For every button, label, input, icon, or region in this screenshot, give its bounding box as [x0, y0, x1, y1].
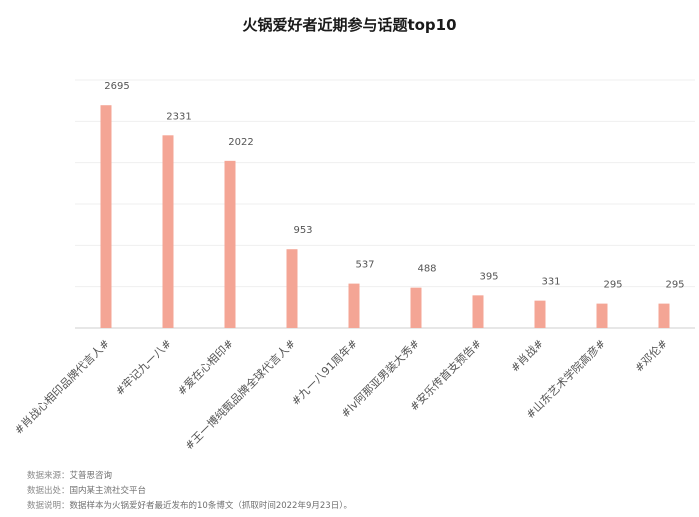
bars: [100, 105, 670, 328]
value-label: 488: [417, 264, 436, 275]
chart-title: 火锅爱好者近期参与话题top10: [242, 16, 457, 34]
footnote-note-label: 数据说明：: [27, 501, 70, 511]
x-tick-label: #肖战#: [508, 336, 546, 374]
value-label: 2695: [104, 81, 129, 92]
footnote-source-text: 艾普思咨询: [69, 471, 113, 481]
x-tick-label: #邓伦#: [632, 336, 670, 374]
value-label: 295: [603, 280, 622, 291]
x-tick-label: #肖战心相印品牌代言人#: [11, 336, 112, 437]
x-tick-labels: #肖战心相印品牌代言人# #牢记九一八# #爱在心相印##王一博纯甄品牌全球代言人#…: [11, 336, 670, 452]
footnote-source: 数据来源：艾普思咨询: [27, 469, 352, 484]
bar: [286, 249, 298, 328]
bar: [534, 300, 546, 328]
footnote-note: 数据说明：数据样本为火锅爱好者最近发布的10条博文（抓取时间2022年9月23日…: [27, 499, 352, 514]
footnote-origin-label: 数据出处：: [27, 486, 70, 496]
bar: [100, 105, 112, 328]
value-label: 953: [293, 225, 312, 236]
x-tick-label: #王一博纯甄品牌全球代言人#: [182, 336, 298, 452]
value-label: 395: [479, 271, 498, 282]
value-label: 2331: [166, 111, 191, 122]
bar: [472, 295, 484, 328]
value-labels: 2695 2331 2022 953 537 488 395 331 295 295: [104, 81, 684, 290]
bar: [162, 135, 174, 328]
footnote-note-text: 数据样本为火锅爱好者最近发布的10条博文（抓取时间2022年9月23日）。: [69, 501, 352, 511]
gridlines: [75, 79, 695, 329]
x-tick-label: #牢记九一八#: [112, 336, 174, 398]
value-label: 2022: [228, 137, 253, 148]
x-tick-label: #九一八91周年#: [288, 336, 360, 408]
footnotes: 数据来源：艾普思咨询 数据出处：国内某主流社交平台 数据说明：数据样本为火锅爱好…: [27, 469, 352, 514]
footnote-origin: 数据出处：国内某主流社交平台: [27, 484, 352, 499]
value-label: 331: [541, 277, 560, 288]
footnote-source-label: 数据来源：: [27, 471, 70, 481]
value-label: 295: [665, 280, 684, 291]
bar: [596, 303, 608, 328]
bar: [348, 283, 360, 328]
bar: [410, 287, 422, 328]
bar: [658, 303, 670, 328]
footnote-origin-text: 国内某主流社交平台: [69, 486, 147, 496]
x-tick-label: #爱在心相印#: [175, 337, 236, 398]
bar: [224, 160, 236, 328]
value-label: 537: [355, 260, 374, 271]
